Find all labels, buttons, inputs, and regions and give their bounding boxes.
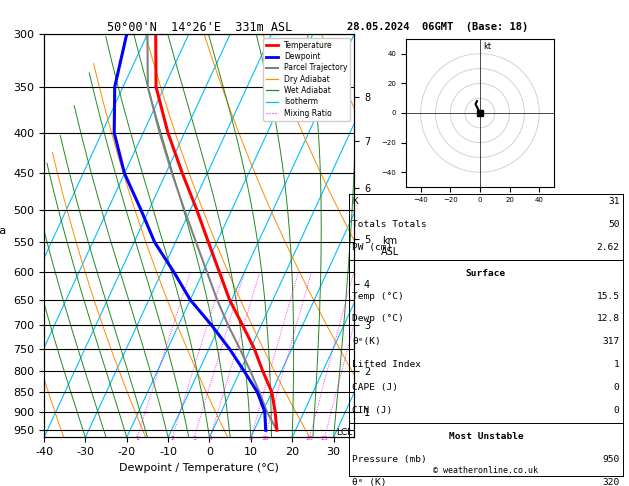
Text: kt: kt bbox=[483, 42, 491, 51]
Text: Lifted Index: Lifted Index bbox=[352, 360, 421, 369]
Text: PW (cm): PW (cm) bbox=[352, 243, 392, 252]
Text: Temp (°C): Temp (°C) bbox=[352, 292, 404, 301]
Text: © weatheronline.co.uk: © weatheronline.co.uk bbox=[433, 466, 538, 475]
Text: Pressure (mb): Pressure (mb) bbox=[352, 455, 427, 464]
Text: 2: 2 bbox=[170, 436, 174, 441]
Text: 1: 1 bbox=[135, 436, 139, 441]
Text: θᵉ(K): θᵉ(K) bbox=[352, 337, 381, 347]
Legend: Temperature, Dewpoint, Parcel Trajectory, Dry Adiabat, Wet Adiabat, Isotherm, Mi: Temperature, Dewpoint, Parcel Trajectory… bbox=[263, 38, 350, 121]
Text: 50: 50 bbox=[608, 220, 620, 229]
Text: 12.8: 12.8 bbox=[596, 314, 620, 324]
Text: 15.5: 15.5 bbox=[596, 292, 620, 301]
Text: 4: 4 bbox=[208, 436, 212, 441]
X-axis label: Dewpoint / Temperature (°C): Dewpoint / Temperature (°C) bbox=[119, 463, 279, 473]
Text: θᵉ (K): θᵉ (K) bbox=[352, 478, 387, 486]
Text: 3: 3 bbox=[192, 436, 196, 441]
Text: CIN (J): CIN (J) bbox=[352, 406, 392, 415]
Text: 317: 317 bbox=[603, 337, 620, 347]
Y-axis label: km
ASL: km ASL bbox=[381, 236, 399, 257]
Text: 31: 31 bbox=[608, 197, 620, 206]
Text: Most Unstable: Most Unstable bbox=[448, 432, 523, 441]
Text: LCL: LCL bbox=[336, 428, 352, 436]
Text: 0: 0 bbox=[614, 383, 620, 392]
Text: 28.05.2024  06GMT  (Base: 18): 28.05.2024 06GMT (Base: 18) bbox=[347, 22, 528, 32]
Text: 25: 25 bbox=[321, 436, 328, 441]
Y-axis label: hPa: hPa bbox=[0, 226, 7, 236]
Text: Surface: Surface bbox=[466, 269, 506, 278]
Text: Dewp (°C): Dewp (°C) bbox=[352, 314, 404, 324]
Text: 8: 8 bbox=[249, 436, 253, 441]
Text: CAPE (J): CAPE (J) bbox=[352, 383, 398, 392]
Text: 2.62: 2.62 bbox=[596, 243, 620, 252]
Text: K: K bbox=[352, 197, 358, 206]
Text: 320: 320 bbox=[603, 478, 620, 486]
Title: 50°00'N  14°26'E  331m ASL: 50°00'N 14°26'E 331m ASL bbox=[106, 21, 292, 34]
Text: 0: 0 bbox=[614, 406, 620, 415]
Text: Totals Totals: Totals Totals bbox=[352, 220, 427, 229]
Text: 1: 1 bbox=[614, 360, 620, 369]
Text: 20: 20 bbox=[306, 436, 313, 441]
Text: 10: 10 bbox=[261, 436, 269, 441]
Text: 950: 950 bbox=[603, 455, 620, 464]
